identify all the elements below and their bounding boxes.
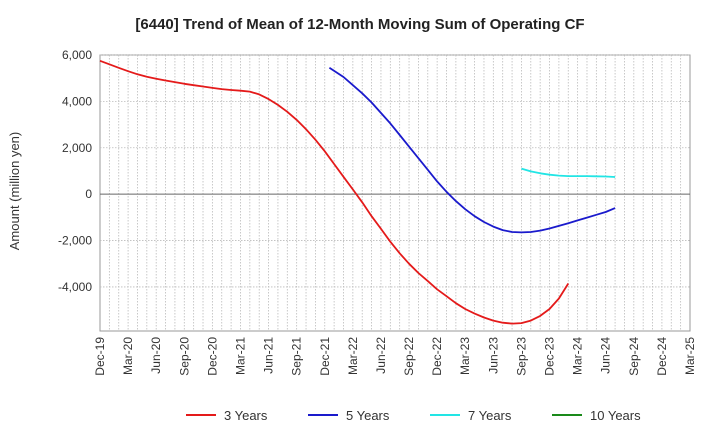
y-tick-label: -4,000 [58,280,92,294]
x-tick-label: Mar-21 [233,337,247,375]
legend-label: 5 Years [346,408,390,423]
x-tick-label: Mar-24 [571,337,585,375]
series-layer [99,59,616,325]
x-tick-label: Mar-23 [458,337,472,375]
series-line-3-years [99,59,570,325]
y-tick-label: 0 [85,187,92,201]
legend-item: 5 Years [308,408,390,423]
y-tick-label: 6,000 [62,48,92,62]
x-tick-label: Dec-22 [430,337,444,376]
y-tick-label: 4,000 [62,94,92,108]
x-tick-label: Jun-24 [599,337,613,374]
y-tick-label: 2,000 [62,141,92,155]
legend-label: 10 Years [590,408,641,423]
x-tick-label: Dec-23 [543,337,557,376]
x-tick-label: Dec-24 [655,337,669,376]
y-tick-label: -2,000 [58,234,92,248]
axes-layer: 6,000 4,000 2,000 0 -2,000 -4,000 Dec-19 Mar-20… [58,48,697,376]
x-tick-label: Dec-19 [93,337,107,376]
x-tick-label: Sep-24 [627,337,641,376]
x-tick-label: Jun-22 [374,337,388,374]
x-tick-label: Sep-23 [514,337,528,376]
series-line-7-years [521,167,616,178]
legend-item: 3 Years [186,408,268,423]
x-tick-label: Mar-20 [121,337,135,375]
x-tick-label: Jun-20 [149,337,163,374]
x-tick-label: Mar-25 [683,337,697,375]
x-tick-label: Jun-21 [262,337,276,374]
chart-title: [6440] Trend of Mean of 12-Month Moving … [135,16,585,33]
legend: 3 Years 5 Years 7 Years 10 Years [186,408,641,423]
x-tick-label: Sep-22 [402,337,416,376]
y-axis-title: Amount (million yen) [7,132,22,251]
x-tick-label: Sep-21 [290,337,304,376]
legend-label: 3 Years [224,408,268,423]
legend-label: 7 Years [468,408,512,423]
plot-area [99,54,691,332]
series-line-5-years [328,67,616,234]
legend-item: 7 Years [430,408,512,423]
x-tick-label: Jun-23 [486,337,500,374]
grid-layer [99,54,691,332]
legend-item: 10 Years [552,408,641,423]
x-tick-label: Sep-20 [177,337,191,376]
x-tick-label: Mar-22 [346,337,360,375]
x-tick-label: Dec-20 [205,337,219,376]
x-tick-label: Dec-21 [318,337,332,376]
